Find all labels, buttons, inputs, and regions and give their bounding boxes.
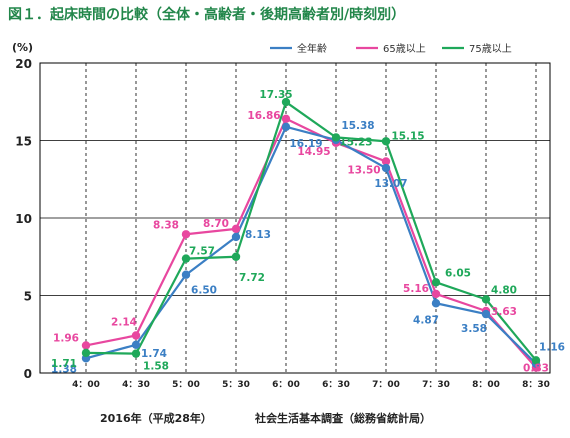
data-label: 1.58 (143, 361, 169, 373)
data-point (381, 163, 391, 173)
y-tick-label: 0 (24, 367, 32, 381)
data-label: 8.13 (245, 229, 271, 241)
chart-title: 図１．起床時間の比較（全体・高齢者・後期高齢者別/時刻別） (8, 7, 406, 23)
data-label: 7.57 (189, 246, 215, 258)
y-tick-label: 5 (24, 290, 32, 304)
x-tick-label: 4：30 (122, 380, 150, 390)
x-tick-label: 5：30 (222, 380, 250, 390)
series-line (85, 100, 537, 361)
data-label: 15.15 (391, 130, 424, 142)
series-line (85, 117, 537, 369)
legend-label: 全年齢 (297, 42, 327, 55)
data-label: 5.16 (403, 283, 429, 295)
data-point (81, 348, 91, 358)
data-label: 16.86 (247, 110, 280, 122)
data-label: 0.83 (523, 363, 549, 375)
data-point (281, 97, 291, 107)
data-point (131, 331, 141, 340)
data-label: 13.50 (347, 164, 380, 176)
data-label: 13.07 (374, 178, 407, 190)
data-point (431, 299, 441, 308)
x-tick-label: 7：30 (422, 380, 450, 390)
data-point (81, 341, 91, 350)
data-label: 1.38 (51, 363, 77, 375)
data-point (131, 349, 141, 358)
data-label: 1.16 (539, 342, 565, 354)
data-label: 3.63 (491, 306, 517, 318)
data-label: 15.23 (339, 136, 372, 148)
x-tick-label: 5：00 (172, 380, 200, 390)
data-label: 14.95 (297, 146, 330, 158)
data-point (131, 340, 141, 349)
legend-label: 65歳以上 (383, 43, 426, 55)
series-line (85, 125, 537, 365)
data-point (481, 295, 491, 304)
data-label: 6.50 (191, 285, 217, 297)
data-point (231, 224, 241, 234)
data-label: 7.72 (239, 272, 265, 284)
data-point (481, 309, 491, 319)
x-tick-label: 4：00 (72, 380, 100, 390)
x-tick-label: 8：30 (522, 380, 550, 390)
y-tick-label: 20 (15, 57, 32, 71)
data-point (381, 137, 391, 146)
data-point (531, 356, 541, 365)
data-label: 15.38 (341, 120, 374, 132)
data-point (181, 270, 191, 279)
x-tick-label: 6：30 (322, 380, 350, 390)
y-tick-label: 15 (15, 135, 32, 149)
legend-label: 75歳以上 (469, 43, 512, 55)
data-label: 4.80 (491, 284, 517, 296)
data-label: 4.87 (413, 314, 439, 326)
data-label: 17.35 (259, 89, 292, 101)
y-tick-label: 10 (15, 212, 32, 226)
data-label: 2.14 (111, 316, 137, 328)
data-label: 1.71 (51, 358, 77, 370)
y-axis-unit: (%) (12, 41, 34, 54)
data-point (181, 254, 191, 263)
x-tick-label: 7：00 (372, 380, 400, 390)
x-tick-label: 8：00 (472, 380, 500, 390)
data-label: 8.70 (203, 218, 229, 230)
data-point (181, 230, 191, 239)
data-point (281, 122, 291, 132)
data-point (381, 157, 391, 166)
data-label: 16.19 (289, 138, 322, 150)
data-point (331, 133, 341, 142)
footer-source: 社会生活基本調査（総務省統計局） (255, 412, 431, 425)
data-point (431, 278, 441, 287)
data-point (431, 289, 441, 299)
data-point (231, 252, 241, 261)
data-point (231, 232, 241, 242)
data-label: 8.38 (153, 219, 179, 231)
footer-year: 2016年（平成28年） (100, 412, 212, 425)
data-label: 6.05 (445, 267, 471, 279)
x-tick-label: 6：00 (272, 380, 300, 390)
data-label: 1.96 (53, 332, 79, 344)
data-label: 3.58 (461, 323, 487, 335)
data-label: 1.74 (141, 348, 167, 360)
data-point (281, 114, 291, 124)
